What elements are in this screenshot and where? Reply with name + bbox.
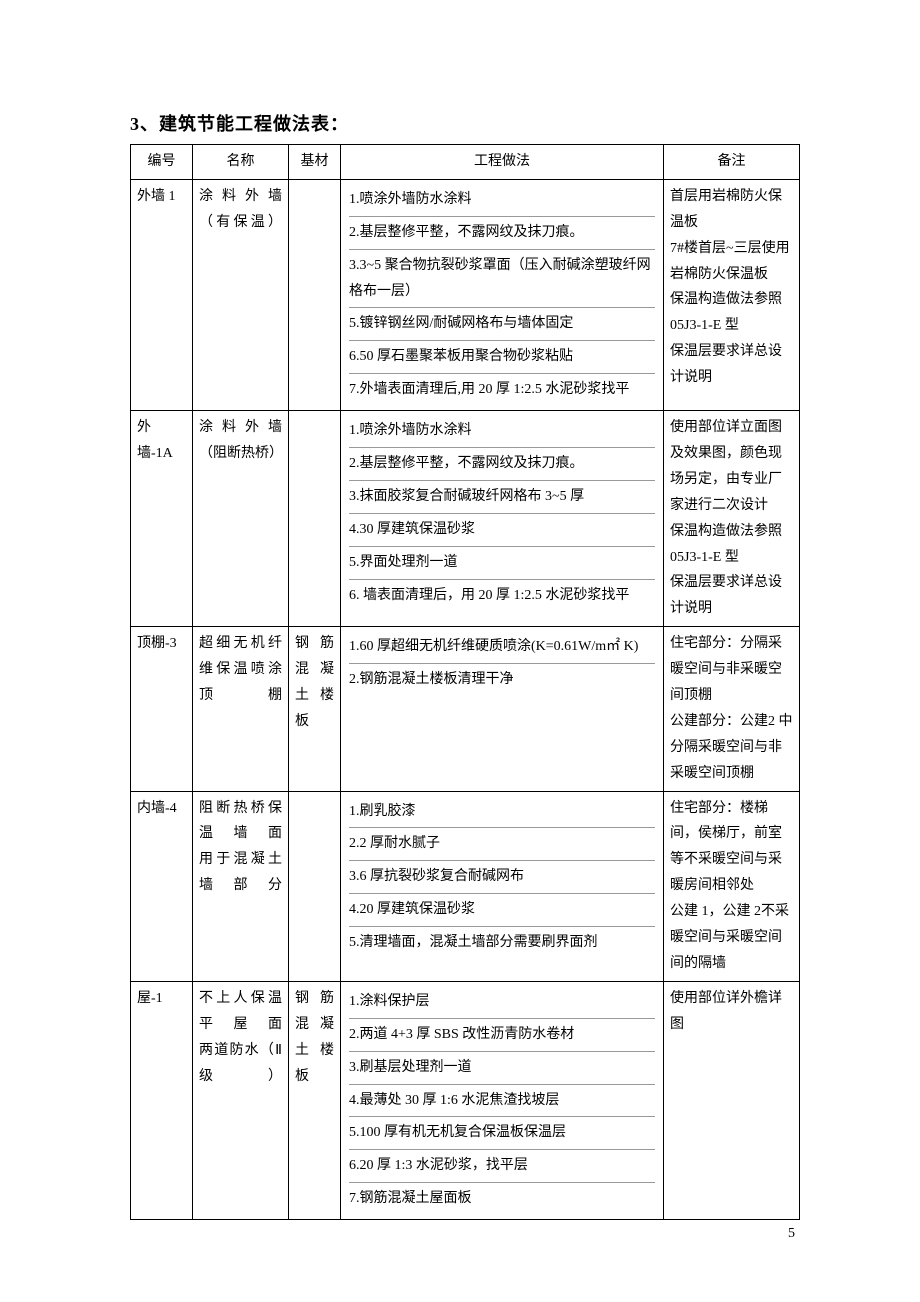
header-id: 编号 bbox=[131, 145, 193, 180]
cell-method: 1.喷涂外墙防水涂料2.基层整修平整，不露网纹及抹刀痕。3.3~5 聚合物抗裂砂… bbox=[341, 179, 664, 410]
cell-note: 使用部位详立面图及效果图，颜色现场另定，由专业厂家进行二次设计保温构造做法参照 … bbox=[664, 411, 800, 627]
method-item: 1.涂料保护层 bbox=[349, 986, 655, 1019]
cell-method: 1.涂料保护层2.两道 4+3 厚 SBS 改性沥青防水卷材3.刷基层处理剂一道… bbox=[341, 981, 664, 1219]
cell-name: 超细无机纤维保温喷涂顶棚 bbox=[193, 627, 289, 791]
table-row: 屋-1不上人保温平屋面两道防水（Ⅱ级）钢筋混凝土楼板1.涂料保护层2.两道 4+… bbox=[131, 981, 800, 1219]
method-item: 3.3~5 聚合物抗裂砂浆罩面（压入耐碱涂塑玻纤网格布一层） bbox=[349, 250, 655, 309]
method-item: 5.清理墙面，混凝土墙部分需要刷界面剂 bbox=[349, 927, 655, 959]
method-item: 2.2 厚耐水腻子 bbox=[349, 828, 655, 861]
method-item: 5.界面处理剂一道 bbox=[349, 547, 655, 580]
method-item: 4.30 厚建筑保温砂浆 bbox=[349, 514, 655, 547]
cell-base: 钢筋混凝土楼板 bbox=[289, 981, 341, 1219]
cell-note: 使用部位详外檐详图 bbox=[664, 981, 800, 1219]
cell-id: 外墙 1 bbox=[131, 179, 193, 410]
cell-base bbox=[289, 411, 341, 627]
method-item: 3.6 厚抗裂砂浆复合耐碱网布 bbox=[349, 861, 655, 894]
method-item: 7.钢筋混凝土屋面板 bbox=[349, 1183, 655, 1215]
cell-base bbox=[289, 179, 341, 410]
cell-method: 1.喷涂外墙防水涂料2.基层整修平整，不露网纹及抹刀痕。3.抹面胶浆复合耐碱玻纤… bbox=[341, 411, 664, 627]
method-item: 2.基层整修平整，不露网纹及抹刀痕。 bbox=[349, 448, 655, 481]
method-item: 7.外墙表面清理后,用 20 厚 1:2.5 水泥砂浆找平 bbox=[349, 374, 655, 406]
method-item: 6. 墙表面清理后，用 20 厚 1:2.5 水泥砂浆找平 bbox=[349, 580, 655, 612]
table-row: 顶棚-3超细无机纤维保温喷涂顶棚钢筋混凝土楼板1.60 厚超细无机纤维硬质喷涂(… bbox=[131, 627, 800, 791]
cell-note: 住宅部分：楼梯间，侯梯厅，前室等不采暖空间与采暖房间相邻处公建 1，公建 2不采… bbox=[664, 791, 800, 981]
cell-note: 住宅部分：分隔采暖空间与非采暖空间顶棚公建部分：公建2 中分隔采暖空间与非采暖空… bbox=[664, 627, 800, 791]
method-item: 2.两道 4+3 厚 SBS 改性沥青防水卷材 bbox=[349, 1019, 655, 1052]
cell-name: 涂料外墙（有保温） bbox=[193, 179, 289, 410]
method-item: 6.20 厚 1:3 水泥砂浆，找平层 bbox=[349, 1150, 655, 1183]
method-item: 1.喷涂外墙防水涂料 bbox=[349, 184, 655, 217]
table-body: 外墙 1涂料外墙（有保温）1.喷涂外墙防水涂料2.基层整修平整，不露网纹及抹刀痕… bbox=[131, 179, 800, 1219]
cell-note: 首层用岩棉防火保温板7#楼首层~三层使用岩棉防火保温板保温构造做法参照 05J3… bbox=[664, 179, 800, 410]
cell-id: 外 墙-1A bbox=[131, 411, 193, 627]
method-item: 6.50 厚石墨聚苯板用聚合物砂浆粘贴 bbox=[349, 341, 655, 374]
method-item: 4.最薄处 30 厚 1:6 水泥焦渣找坡层 bbox=[349, 1085, 655, 1118]
method-item: 1.喷涂外墙防水涂料 bbox=[349, 415, 655, 448]
method-item: 5.镀锌钢丝网/耐碱网格布与墙体固定 bbox=[349, 308, 655, 341]
cell-base bbox=[289, 791, 341, 981]
table-row: 内墙-4阻断热桥保温墙面用于混凝土墙部分 1.刷乳胶漆2.2 厚耐水腻子3.6 厚… bbox=[131, 791, 800, 981]
cell-id: 内墙-4 bbox=[131, 791, 193, 981]
method-item: 3.抹面胶浆复合耐碱玻纤网格布 3~5 厚 bbox=[349, 481, 655, 514]
method-item: 4.20 厚建筑保温砂浆 bbox=[349, 894, 655, 927]
cell-name: 不上人保温平屋面两道防水（Ⅱ级） bbox=[193, 981, 289, 1219]
page-number: 5 bbox=[788, 1226, 795, 1242]
cell-id: 屋-1 bbox=[131, 981, 193, 1219]
method-item: 2.钢筋混凝土楼板清理干净 bbox=[349, 664, 655, 696]
header-note: 备注 bbox=[664, 145, 800, 180]
cell-base: 钢筋混凝土楼板 bbox=[289, 627, 341, 791]
header-method: 工程做法 bbox=[341, 145, 664, 180]
header-name: 名称 bbox=[193, 145, 289, 180]
header-base: 基材 bbox=[289, 145, 341, 180]
cell-name: 涂料外墙（阻断热桥） bbox=[193, 411, 289, 627]
table-row: 外墙 1涂料外墙（有保温） 1.喷涂外墙防水涂料2.基层整修平整，不露网纹及抹刀痕… bbox=[131, 179, 800, 410]
cell-method: 1.60 厚超细无机纤维硬质喷涂(K=0.61W/m㎡ K)2.钢筋混凝土楼板清… bbox=[341, 627, 664, 791]
table-row: 外 墙-1A涂料外墙（阻断热桥） 1.喷涂外墙防水涂料2.基层整修平整，不露网纹及… bbox=[131, 411, 800, 627]
cell-id: 顶棚-3 bbox=[131, 627, 193, 791]
method-item: 1.60 厚超细无机纤维硬质喷涂(K=0.61W/m㎡ K) bbox=[349, 631, 655, 664]
method-item: 3.刷基层处理剂一道 bbox=[349, 1052, 655, 1085]
table-header-row: 编号 名称 基材 工程做法 备注 bbox=[131, 145, 800, 180]
cell-method: 1.刷乳胶漆2.2 厚耐水腻子3.6 厚抗裂砂浆复合耐碱网布4.20 厚建筑保温… bbox=[341, 791, 664, 981]
method-item: 5.100 厚有机无机复合保温板保温层 bbox=[349, 1117, 655, 1150]
table-title: 3、建筑节能工程做法表： bbox=[130, 110, 800, 136]
cell-name: 阻断热桥保温墙面用于混凝土墙部分 bbox=[193, 791, 289, 981]
method-item: 2.基层整修平整，不露网纹及抹刀痕。 bbox=[349, 217, 655, 250]
method-item: 1.刷乳胶漆 bbox=[349, 796, 655, 829]
methods-table: 编号 名称 基材 工程做法 备注 外墙 1涂料外墙（有保温） 1.喷涂外墙防水涂料… bbox=[130, 144, 800, 1220]
